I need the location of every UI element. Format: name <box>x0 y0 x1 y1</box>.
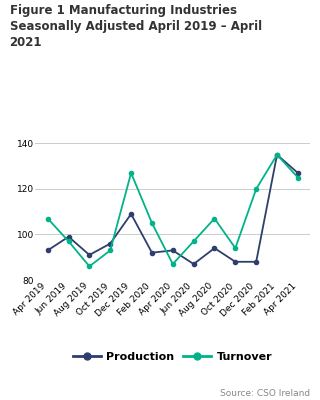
Production <box>150 250 154 255</box>
Legend: Production, Turnover: Production, Turnover <box>69 348 277 367</box>
Production <box>233 259 237 264</box>
Turnover <box>108 248 112 253</box>
Turnover <box>87 264 91 269</box>
Production <box>275 152 279 157</box>
Production <box>171 248 175 253</box>
Turnover <box>67 239 70 244</box>
Turnover <box>275 152 279 157</box>
Turnover <box>233 246 237 250</box>
Production <box>254 259 258 264</box>
Text: Source: CSO Ireland: Source: CSO Ireland <box>220 389 310 398</box>
Turnover <box>129 170 133 175</box>
Production <box>212 246 216 250</box>
Line: Production: Production <box>46 153 300 266</box>
Turnover <box>46 216 50 221</box>
Turnover <box>150 221 154 226</box>
Production <box>108 241 112 246</box>
Production <box>296 170 300 175</box>
Production <box>46 248 50 253</box>
Turnover <box>296 175 300 180</box>
Turnover <box>192 239 196 244</box>
Text: Figure 1 Manufacturing Industries
Seasonally Adjusted April 2019 – April
2021: Figure 1 Manufacturing Industries Season… <box>10 4 262 49</box>
Turnover <box>212 216 216 221</box>
Production <box>67 234 70 239</box>
Turnover <box>171 262 175 266</box>
Line: Turnover: Turnover <box>46 153 300 268</box>
Production <box>87 252 91 257</box>
Turnover <box>254 186 258 191</box>
Production <box>129 212 133 216</box>
Production <box>192 262 196 266</box>
